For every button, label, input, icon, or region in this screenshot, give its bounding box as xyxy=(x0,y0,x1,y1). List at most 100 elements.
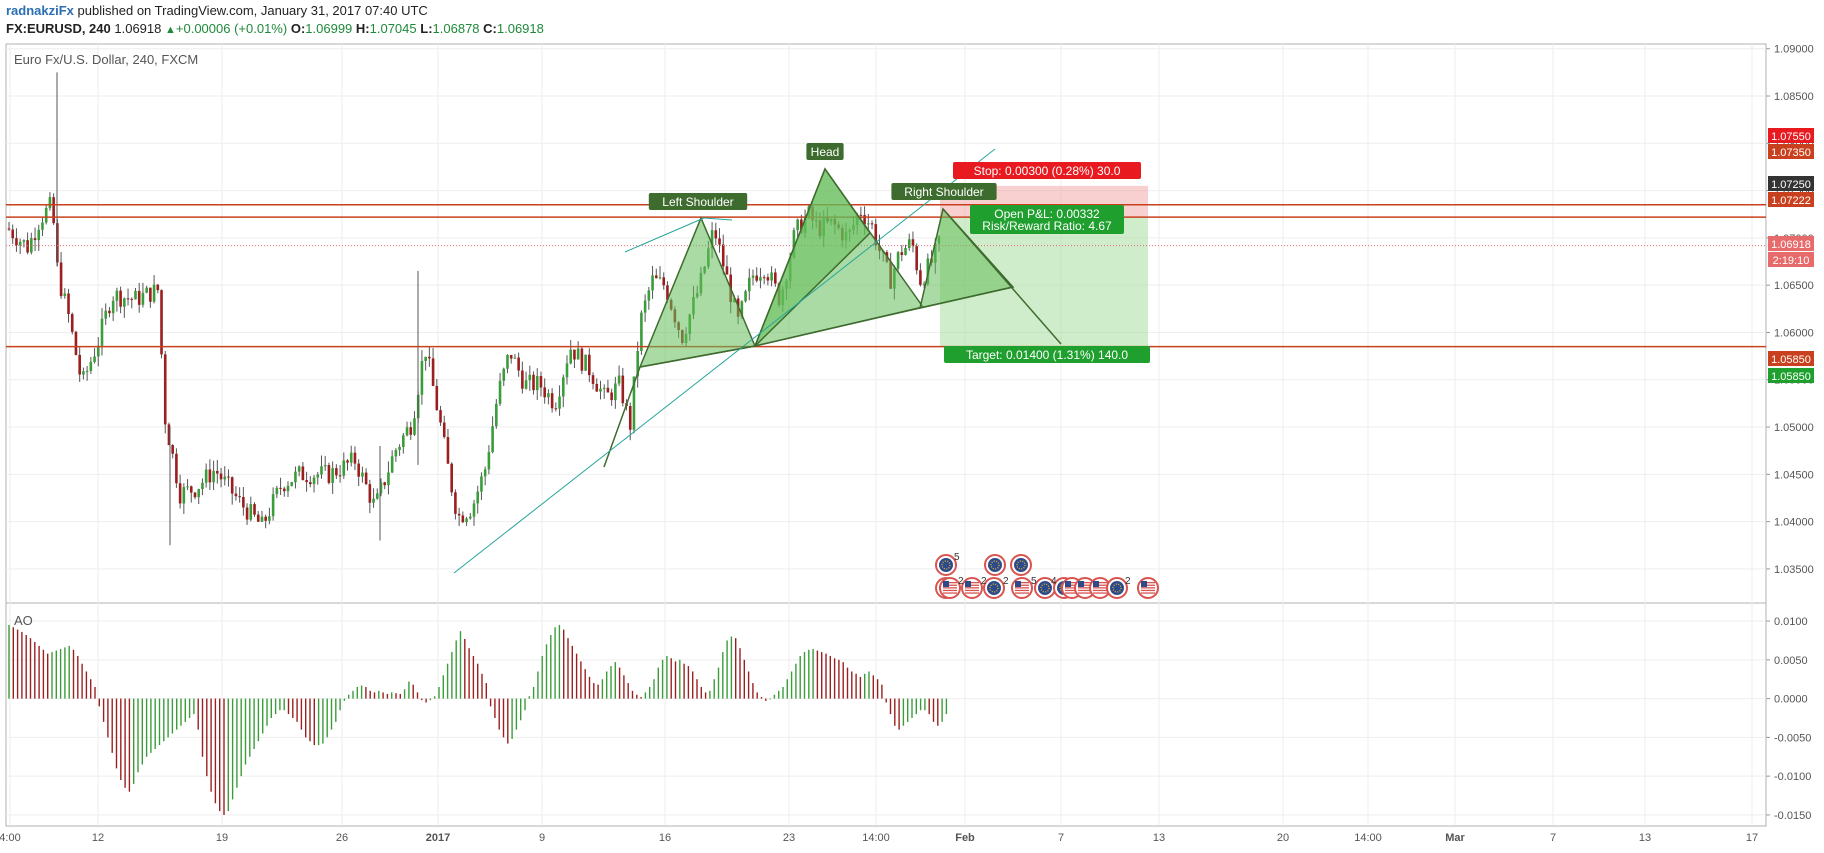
candle-body xyxy=(78,354,81,375)
time-tick-label: 14:00 xyxy=(862,832,890,844)
eu-flag-icon[interactable] xyxy=(1106,577,1128,599)
author-link[interactable]: radnakziFx xyxy=(6,3,74,18)
us-flag-icon[interactable] xyxy=(1089,577,1111,599)
candle-body xyxy=(297,466,301,472)
economic-event-badges[interactable]: 5 2 2 2 5 4 2 xyxy=(935,552,1159,599)
candle-body xyxy=(721,244,725,267)
projection-leg[interactable] xyxy=(942,208,1062,345)
candle-body xyxy=(595,383,599,392)
candle-body xyxy=(372,498,375,503)
candle-body xyxy=(212,470,215,483)
candle-body xyxy=(573,349,576,360)
price-change: +0.00006 (+0.01%) xyxy=(175,21,288,36)
candle-body xyxy=(70,314,74,332)
candle-body xyxy=(249,504,253,520)
candle-body xyxy=(245,507,249,520)
eu-flag-icon[interactable] xyxy=(983,577,1005,599)
event-count: 4 xyxy=(1051,576,1057,587)
time-tick-label: 13 xyxy=(1639,832,1651,844)
candle-body xyxy=(896,252,900,269)
candle-body xyxy=(193,492,197,498)
candle-body xyxy=(260,516,264,522)
event-count: 2 xyxy=(958,576,964,587)
us-flag-icon[interactable] xyxy=(961,577,983,599)
price-tick-label: 1.06000 xyxy=(1774,327,1814,339)
target-label-bg xyxy=(944,346,1150,363)
candle-body xyxy=(483,469,487,477)
close-label: C: xyxy=(483,21,497,36)
price-axis[interactable]: 1.090001.085001.080001.075001.070001.065… xyxy=(1766,44,1814,576)
candle-body xyxy=(331,468,334,483)
eu-flag-icon[interactable] xyxy=(1034,577,1056,599)
candle-body xyxy=(867,223,870,225)
candle-body xyxy=(599,388,602,392)
stop-label-bg xyxy=(953,162,1141,179)
candle-body xyxy=(342,460,346,476)
candle-body xyxy=(576,348,580,360)
candle-body xyxy=(290,482,294,486)
candle-body xyxy=(491,426,494,453)
ao-axis[interactable]: 0.0100 0.0050 0.0000 -0.0050 -0.0100 -0.0150 xyxy=(1766,616,1811,822)
pnl-label: Open P&L: 0.00332 xyxy=(994,207,1100,221)
eu-flag-icon[interactable] xyxy=(1010,554,1032,576)
candle-body xyxy=(63,293,67,297)
candle-body xyxy=(271,494,275,517)
candle-body xyxy=(915,246,918,271)
event-count: 5 xyxy=(954,552,960,563)
trendline[interactable] xyxy=(453,148,996,574)
candle-body xyxy=(498,380,502,404)
candle-body xyxy=(171,445,174,454)
neckline[interactable] xyxy=(603,286,1014,468)
time-tick-label: 20 xyxy=(1277,832,1289,844)
candle-body xyxy=(338,475,342,477)
candle-body xyxy=(409,427,413,435)
candle-body xyxy=(528,374,532,381)
candle-body xyxy=(204,469,208,483)
trendline-short[interactable] xyxy=(703,217,733,221)
candle-body xyxy=(312,477,316,485)
candle-body xyxy=(558,396,561,409)
candle-body xyxy=(316,474,320,478)
candle-body xyxy=(361,472,364,477)
right-shoulder-label-bg xyxy=(891,183,997,200)
candle-body xyxy=(15,238,18,246)
us-flag-icon[interactable] xyxy=(1137,577,1159,599)
chart-header: radnakziFx published on TradingView.com,… xyxy=(0,0,1824,42)
trendline-short[interactable] xyxy=(624,217,705,253)
candle-body xyxy=(268,516,271,521)
candle-body xyxy=(175,453,178,484)
candle-body xyxy=(26,240,29,253)
candle-body xyxy=(420,361,424,395)
us-flag-icon[interactable] xyxy=(939,577,961,599)
symbol-label: FX:EURUSD, 240 xyxy=(6,21,111,36)
head-shape-right[interactable] xyxy=(754,167,871,347)
candle-body xyxy=(640,312,643,351)
candle-body xyxy=(725,266,729,275)
time-tick-label: Mar xyxy=(1445,832,1465,844)
us-flag-icon[interactable] xyxy=(1011,577,1033,599)
candle-body xyxy=(643,300,647,313)
candle-body xyxy=(431,358,435,386)
candle-body xyxy=(33,238,37,241)
time-axis[interactable]: 4:00 12 19 26 2017 9 16 23 14:00 Feb 7 13 20 14:00 Mar… xyxy=(0,832,1758,844)
candle-body xyxy=(539,376,543,388)
candle-body xyxy=(506,354,509,369)
candle-body xyxy=(52,197,55,224)
candle-body xyxy=(82,371,85,375)
price-badge xyxy=(1768,368,1814,383)
candle-body xyxy=(740,301,744,317)
candle-body xyxy=(85,370,89,372)
pattern-drawings[interactable] xyxy=(6,148,1766,574)
time-tick-label: 4:00 xyxy=(0,832,21,844)
eu-flag-icon[interactable] xyxy=(984,554,1006,576)
candle-body xyxy=(182,487,186,504)
candle-body xyxy=(517,357,520,371)
us-flag-icon[interactable] xyxy=(1074,577,1096,599)
candle-body xyxy=(115,290,119,301)
candle-body xyxy=(636,350,639,377)
price-badge-label: 1.07222 xyxy=(1771,195,1811,207)
price-badge-label: 1.07350 xyxy=(1771,147,1811,159)
eu-flag-icon[interactable] xyxy=(935,554,957,576)
candle-body xyxy=(554,408,558,410)
